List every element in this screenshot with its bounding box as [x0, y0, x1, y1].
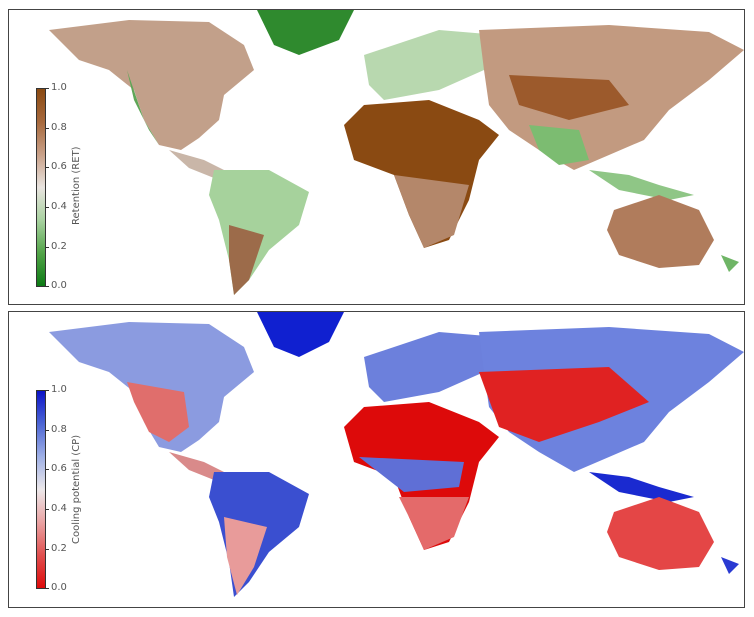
cooling-tick-0-0: 0.0 [51, 582, 67, 593]
cooling-tick-0-8: 0.8 [51, 424, 67, 435]
cooling-tick-1-0: 1.0 [51, 384, 67, 395]
south-america-south [229, 225, 264, 295]
south-america-landmass [209, 170, 309, 295]
europe-landmass [364, 332, 499, 402]
southeast-asia-islands [589, 170, 694, 200]
greenland-landmass [257, 312, 344, 357]
central-asia-desert [509, 75, 629, 120]
retention-world-map [49, 10, 744, 295]
africa-central [359, 457, 464, 492]
greenland-landmass [257, 10, 354, 55]
retention-tick-1-0: 1.0 [51, 82, 67, 93]
south-asia-green [529, 125, 589, 165]
africa-south [394, 175, 469, 248]
middle-east-central-asia-hot [479, 367, 649, 442]
central-america-landmass [169, 452, 224, 480]
cooling-tick-0-4: 0.4 [51, 503, 67, 514]
retention-tick-0-8: 0.8 [51, 122, 67, 133]
europe-landmass [364, 30, 499, 100]
north-america-southwest [127, 382, 189, 442]
cooling-tick-0-2: 0.2 [51, 543, 67, 554]
retention-tick-0-6: 0.6 [51, 161, 67, 172]
retention-map-panel: 1.0 0.8 0.6 0.4 0.2 0.0 Retention (RET) [8, 9, 745, 305]
north-america-landmass [49, 20, 254, 150]
retention-tick-0-0: 0.0 [51, 280, 67, 291]
southeast-asia-islands [589, 472, 694, 502]
africa-south [399, 497, 469, 550]
cooling-potential-world-map [49, 312, 744, 597]
new-zealand-landmass [721, 557, 739, 574]
retention-tick-0-2: 0.2 [51, 241, 67, 252]
australia-landmass [607, 497, 714, 570]
south-america-south [224, 517, 267, 595]
retention-colorbar [36, 88, 46, 287]
central-america-landmass [169, 150, 224, 178]
retention-tick-0-4: 0.4 [51, 201, 67, 212]
new-zealand-landmass [721, 255, 739, 272]
cooling-potential-colorbar-label: Cooling potential (CP) [71, 434, 82, 544]
australia-landmass [607, 195, 714, 268]
retention-colorbar-label: Retention (RET) [71, 146, 82, 225]
cooling-potential-colorbar [36, 390, 46, 589]
cooling-tick-0-6: 0.6 [51, 463, 67, 474]
cooling-potential-map-panel: 1.0 0.8 0.6 0.4 0.2 0.0 Cooling potentia… [8, 311, 745, 608]
